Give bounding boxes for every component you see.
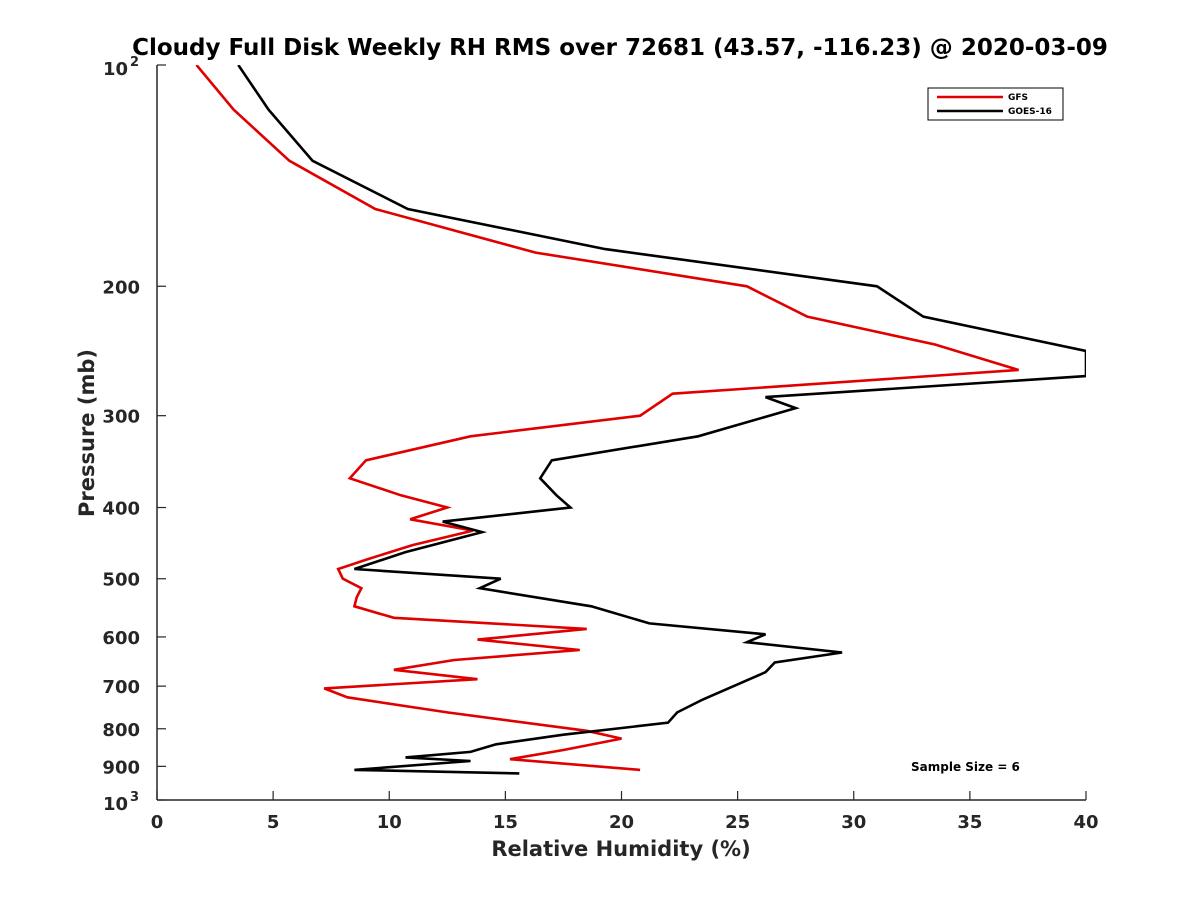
y-tick-label-base: 10 — [103, 794, 128, 815]
y-tick-label: 700 — [102, 677, 140, 698]
x-axis-label: Relative Humidity (%) — [491, 837, 750, 861]
y-axis-label: Pressure (mb) — [75, 349, 99, 517]
y-tick-label: 400 — [102, 499, 140, 520]
y-tick-label-base: 10 — [103, 59, 128, 80]
y-tick-label-exponent: 2 — [130, 55, 139, 70]
y-tick-label: 300 — [102, 407, 140, 428]
series-layer — [195, 65, 1086, 775]
x-tick-label: 5 — [267, 812, 280, 833]
y-tick-label-exponent: 3 — [130, 790, 139, 805]
series-line-gfs — [195, 65, 1019, 772]
legend-label-gfs: GFS — [1008, 93, 1028, 103]
x-tick-label: 40 — [1073, 812, 1098, 833]
y-tick-label: 800 — [102, 720, 140, 741]
legend-box — [927, 87, 1064, 121]
y-tick-label: 200 — [102, 277, 140, 298]
x-tick-label: 10 — [377, 812, 402, 833]
axis-ticks — [156, 64, 1087, 801]
y-tick-label-power: 10 — [103, 794, 128, 815]
x-tick-label: 25 — [725, 812, 750, 833]
x-tick-labels: 0 5 10 15 20 25 30 35 40 — [151, 812, 1099, 833]
y-tick-label: 600 — [102, 628, 140, 649]
sample-size-annotation: Sample Size = 6 — [911, 760, 1020, 774]
axes-frame — [156, 65, 1086, 801]
series-line-goes16 — [237, 65, 1086, 775]
y-tick-label-power: 10 — [103, 59, 128, 80]
y-tick-label: 900 — [102, 757, 140, 778]
chart-title: Cloudy Full Disk Weekly RH RMS over 7268… — [132, 35, 1108, 61]
x-tick-label: 15 — [493, 812, 518, 833]
legend: GFS GOES-16 — [927, 87, 1064, 121]
x-tick-label: 0 — [151, 812, 164, 833]
x-tick-label: 35 — [957, 812, 982, 833]
y-tick-label: 500 — [102, 570, 140, 591]
x-tick-label: 30 — [841, 812, 866, 833]
x-tick-label: 20 — [609, 812, 634, 833]
plot-area — [156, 64, 1087, 801]
legend-label-goes16: GOES-16 — [1008, 107, 1052, 117]
